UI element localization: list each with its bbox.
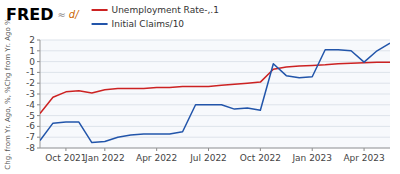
legend-swatch bbox=[92, 23, 108, 25]
annotation: ≈ bbox=[57, 9, 65, 20]
title: FRED bbox=[6, 5, 53, 24]
grid-line bbox=[40, 83, 390, 84]
grid-line bbox=[40, 148, 390, 149]
series-line bbox=[40, 43, 390, 142]
tick-label: 2 bbox=[29, 35, 35, 45]
tick-label: -3 bbox=[26, 89, 35, 99]
tick-label: Jan 2023 bbox=[291, 153, 332, 163]
tick-label: Apr 2022 bbox=[136, 153, 177, 163]
y-label: Chg. from Yr. Ago, %, %Chg from Yr. Ago … bbox=[4, 18, 12, 170]
axis-line bbox=[40, 40, 41, 148]
tick-label: Jul 2022 bbox=[189, 153, 227, 163]
grid-line bbox=[40, 94, 390, 95]
grid-line bbox=[40, 40, 390, 41]
grid-line bbox=[40, 61, 390, 62]
tick-label: -8 bbox=[26, 143, 35, 153]
axis-line bbox=[40, 148, 390, 149]
tick-label: Apr 2023 bbox=[343, 153, 384, 163]
grid-line bbox=[40, 115, 390, 116]
tick-label: 0 bbox=[29, 57, 35, 67]
series-group bbox=[40, 43, 390, 142]
tick-label: -6 bbox=[26, 121, 35, 131]
tick-label: Oct 2021 bbox=[45, 153, 86, 163]
series-line bbox=[40, 62, 390, 113]
legend-swatch bbox=[92, 9, 108, 11]
y-axis: 210-1-2-3-4-5-6-7-8 bbox=[26, 35, 390, 153]
chart: 210-1-2-3-4-5-6-7-8Oct 2021Jan 2022Apr 2… bbox=[0, 0, 400, 174]
annotation: d/ bbox=[69, 9, 80, 20]
plot-area bbox=[40, 40, 390, 148]
grid-line bbox=[40, 137, 390, 138]
x-axis: Oct 2021Jan 2022 Apr 2022 Jul 2022 Oct 2022… bbox=[45, 148, 384, 163]
tick-label: Jan 2022 bbox=[84, 153, 125, 163]
grid-line bbox=[40, 126, 390, 127]
tick-label: -5 bbox=[26, 111, 35, 121]
grid-line bbox=[40, 72, 390, 73]
tick-label: 1 bbox=[29, 46, 35, 56]
legend-label: Unemployment Rate-,.1 bbox=[112, 5, 219, 15]
tick-label: -7 bbox=[26, 132, 35, 142]
legend: Unemployment Rate-,.1 Initial Claims/10 bbox=[92, 5, 219, 29]
tick-label: -1 bbox=[26, 67, 35, 77]
legend-label: Initial Claims/10 bbox=[112, 19, 185, 29]
tick-label: Oct 2022 bbox=[240, 153, 281, 163]
tick-label: -2 bbox=[26, 78, 35, 88]
tick-label: -4 bbox=[26, 100, 35, 110]
